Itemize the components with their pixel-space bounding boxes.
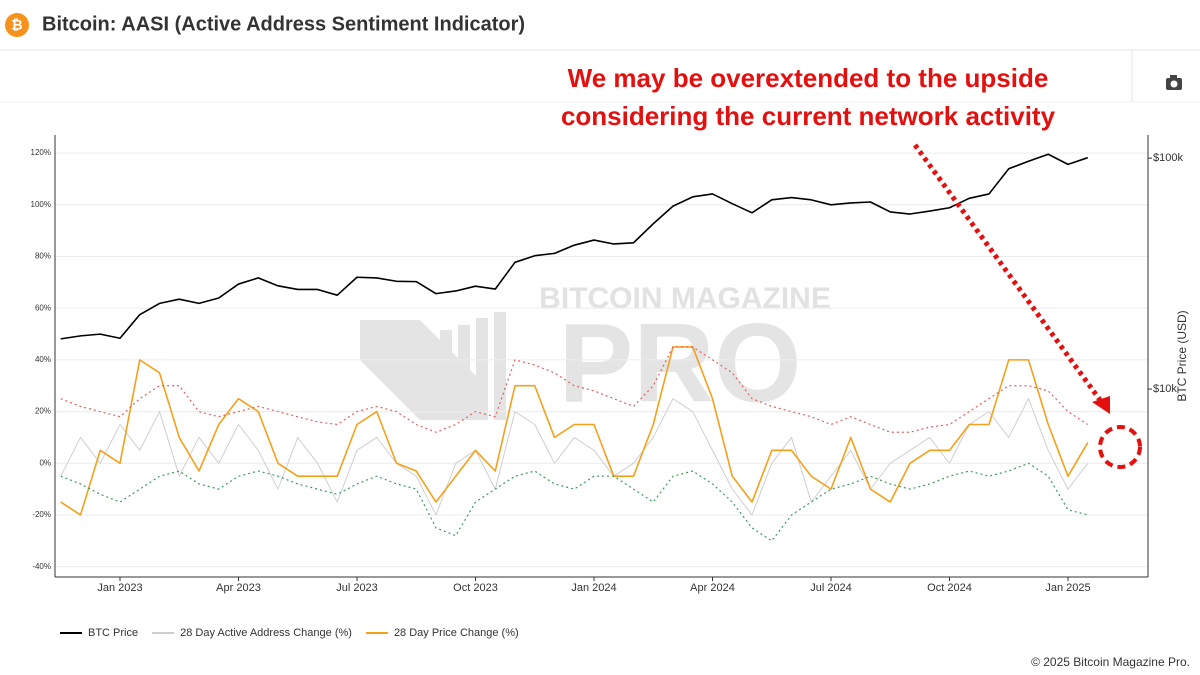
y-tick-label: 80% xyxy=(35,252,51,261)
bitcoin-icon-glyph: ₿ xyxy=(11,17,22,33)
x-tick-label: Oct 2024 xyxy=(927,582,972,594)
x-tick-label: Apr 2023 xyxy=(216,582,261,594)
plot-area: -40% -20% 0% 20% 40% 60% 80% 100% 120% $10k $100k B… xyxy=(31,135,1189,639)
y-tick-label: -40% xyxy=(32,562,51,571)
y-tick-label: 40% xyxy=(35,355,51,364)
y2-tick-label: $100k xyxy=(1153,152,1183,164)
annotation-circle xyxy=(1098,425,1142,469)
watermark-text: BITCOIN MAGAZINE xyxy=(539,282,831,315)
y2-tick-label: $10k xyxy=(1153,383,1177,395)
watermark-text: PRO xyxy=(559,301,802,426)
y2-axis-label: BTC Price (USD) xyxy=(1175,310,1189,401)
annotation-text: We may be overextended to the upside xyxy=(568,63,1049,93)
x-tick-label: Apr 2024 xyxy=(690,582,735,594)
y-tick-label: -20% xyxy=(32,510,51,519)
y-tick-label: 20% xyxy=(35,407,51,416)
x-tick-label: Jul 2023 xyxy=(336,582,378,594)
y-tick-label: 0% xyxy=(39,458,51,467)
watermark-logo xyxy=(360,312,506,420)
camera-top xyxy=(1170,75,1177,79)
legend-label: BTC Price xyxy=(88,627,138,639)
series-line xyxy=(60,153,1089,340)
x-tick-label: Jul 2024 xyxy=(810,582,852,594)
x-tick-label: Jan 2025 xyxy=(1045,582,1090,594)
camera-button[interactable] xyxy=(1166,75,1182,90)
y-tick-label: 100% xyxy=(31,200,51,209)
page-title: Bitcoin: AASI (Active Address Sentiment … xyxy=(42,13,525,35)
bitcoin-icon xyxy=(5,13,29,37)
annotation: We may be overextended to the upside con… xyxy=(561,63,1142,469)
y-tick-label: 60% xyxy=(35,303,51,312)
y-tick-label: 120% xyxy=(31,148,51,157)
watermark: BITCOIN MAGAZINE PRO xyxy=(360,282,831,426)
legend-label: 28 Day Price Change (%) xyxy=(394,627,519,639)
legend: BTC Price 28 Day Active Address Change (%… xyxy=(60,627,519,639)
annotation-text: considering the current network activity xyxy=(561,101,1056,131)
annotation-arrowhead xyxy=(1092,396,1110,414)
x-tick-label: Oct 2023 xyxy=(453,582,498,594)
legend-label: 28 Day Active Address Change (%) xyxy=(180,627,352,639)
copyright: © 2025 Bitcoin Magazine Pro. xyxy=(1031,655,1190,669)
camera-lens xyxy=(1170,80,1178,88)
x-tick-label: Jan 2023 xyxy=(97,582,142,594)
series-line xyxy=(60,398,1089,516)
series-line xyxy=(60,346,1089,516)
x-tick-label: Jan 2024 xyxy=(571,582,616,594)
